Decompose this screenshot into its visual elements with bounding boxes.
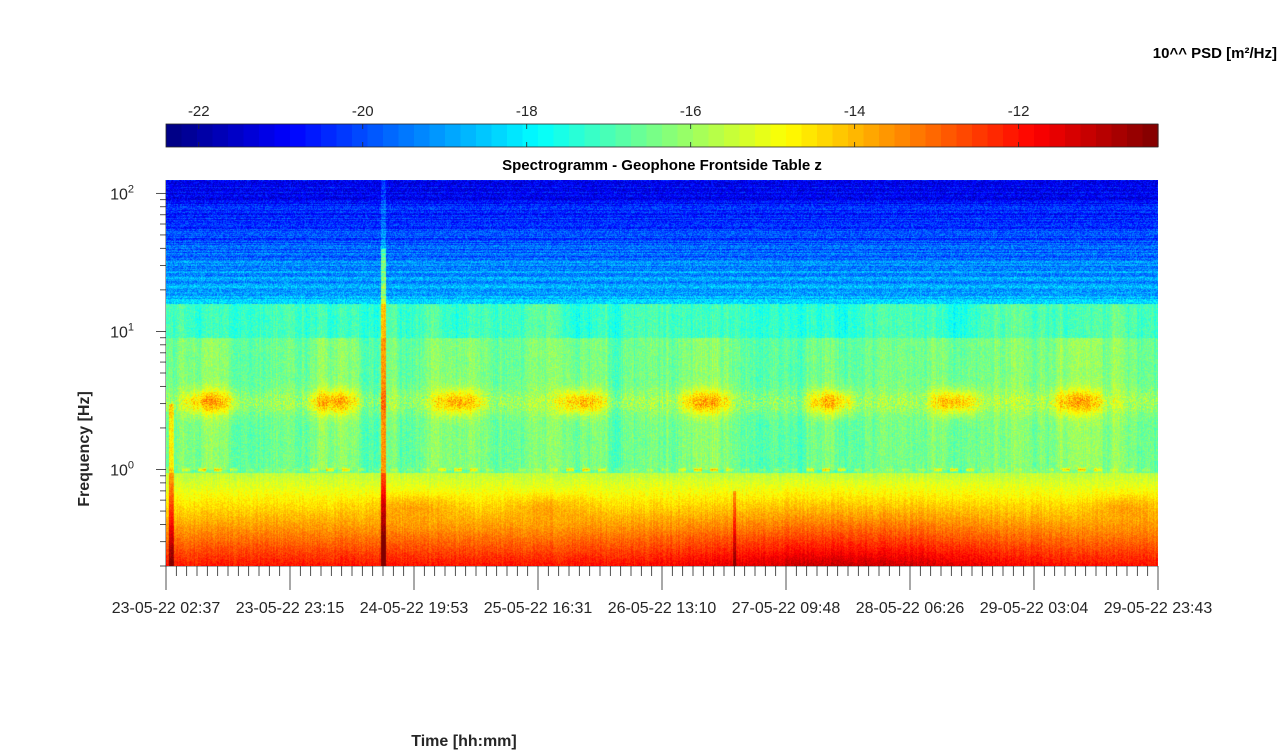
colorbar-tick-label: -16 — [680, 103, 702, 120]
x-tick-label: 23-05-22 23:15 — [236, 600, 345, 617]
colorbar-swatch — [739, 124, 756, 147]
colorbar-swatch — [770, 124, 787, 147]
colorbar-swatch — [1080, 124, 1097, 147]
colorbar-swatch — [615, 124, 632, 147]
colorbar-swatch — [507, 124, 524, 147]
colorbar-swatch — [290, 124, 307, 147]
colorbar — [165, 123, 1159, 148]
colorbar-swatch — [1049, 124, 1066, 147]
colorbar-swatch — [274, 124, 291, 147]
colorbar-swatch — [817, 124, 834, 147]
y-axis: 100 101 102 — [110, 180, 167, 567]
colorbar-swatch — [956, 124, 973, 147]
colorbar-swatch — [1111, 124, 1128, 147]
colorbar-swatch — [166, 124, 183, 147]
colorbar-ticks: -22 -20 -18 -16 -14 -12 — [188, 103, 1030, 147]
colorbar-swatch — [522, 124, 539, 147]
colorbar-swatch — [383, 124, 400, 147]
colorbar-swatch — [801, 124, 818, 147]
colorbar-swatch — [894, 124, 911, 147]
colorbar-swatch — [228, 124, 245, 147]
colorbar-swatch — [212, 124, 229, 147]
colorbar-tick-label: -22 — [188, 103, 210, 120]
colorbar-swatch — [662, 124, 679, 147]
colorbar-swatch — [1142, 124, 1159, 147]
colorbar-tick-label: -14 — [844, 103, 866, 120]
colorbar-swatch — [693, 124, 710, 147]
colorbar-swatch — [1034, 124, 1051, 147]
colorbar-swatch — [569, 124, 586, 147]
colorbar-swatch — [352, 124, 369, 147]
colorbar-frame — [165, 123, 1159, 148]
colorbar-swatch — [538, 124, 555, 147]
colorbar-swatch — [848, 124, 865, 147]
colorbar-swatch — [832, 124, 849, 147]
colorbar-swatch — [910, 124, 927, 147]
x-tick-label: 25-05-22 16:31 — [484, 600, 593, 617]
y-tick-label: 101 — [110, 321, 134, 341]
colorbar-swatch — [677, 124, 694, 147]
x-axis: 23-05-22 02:37 23-05-22 23:15 24-05-22 19:… — [112, 565, 1213, 617]
colorbar-swatch — [197, 124, 214, 147]
spectrogram-plot-area — [166, 180, 1158, 566]
colorbar-swatch — [1018, 124, 1035, 147]
x-axis-label: Time [hh:mm] — [411, 733, 516, 750]
colorbar-swatch — [259, 124, 276, 147]
y-tick-label: 100 — [110, 460, 134, 480]
colorbar-swatch — [321, 124, 338, 147]
colorbar-swatch — [584, 124, 601, 147]
colorbar-swatch — [181, 124, 198, 147]
x-tick-label: 29-05-22 23:43 — [1104, 600, 1213, 617]
spectrogram-heatmap — [166, 180, 1158, 566]
colorbar-swatch — [987, 124, 1004, 147]
x-tick-label: 23-05-22 02:37 — [112, 600, 221, 617]
colorbar-swatch — [863, 124, 880, 147]
colorbar-swatch — [646, 124, 663, 147]
colorbar-swatch — [631, 124, 648, 147]
colorbar-swatch — [445, 124, 462, 147]
x-tick-label: 24-05-22 19:53 — [360, 600, 469, 617]
colorbar-label: 10^^ PSD [m²/Hz] — [1153, 45, 1277, 62]
colorbar-swatch — [243, 124, 260, 147]
colorbar-tick-label: -12 — [1008, 103, 1030, 120]
colorbar-swatch — [460, 124, 477, 147]
colorbar-swatch — [398, 124, 415, 147]
colorbar-swatch — [879, 124, 896, 147]
colorbar-swatch — [925, 124, 942, 147]
x-tick-label: 26-05-22 13:10 — [608, 600, 717, 617]
chart-title: Spectrogramm - Geophone Frontside Table … — [502, 157, 822, 174]
colorbar-swatch — [600, 124, 617, 147]
colorbar-swatch — [786, 124, 803, 147]
colorbar-swatch — [491, 124, 508, 147]
colorbar-swatch — [1127, 124, 1144, 147]
colorbar-tick-label: -20 — [352, 103, 374, 120]
colorbar-swatch — [336, 124, 353, 147]
y-axis-label: Frequency [Hz] — [76, 391, 93, 507]
x-tick-label: 27-05-22 09:48 — [732, 600, 841, 617]
colorbar-swatch — [1003, 124, 1020, 147]
colorbar-swatch — [708, 124, 725, 147]
colorbar-swatch — [1065, 124, 1082, 147]
colorbar-swatch — [553, 124, 570, 147]
colorbar-swatch — [724, 124, 741, 147]
colorbar-swatch — [941, 124, 958, 147]
y-tick-label: 102 — [110, 183, 134, 203]
colorbar-swatch — [414, 124, 431, 147]
colorbar-swatch — [1096, 124, 1113, 147]
colorbar-swatch — [972, 124, 989, 147]
colorbar-swatch — [305, 124, 322, 147]
colorbar-swatch — [755, 124, 772, 147]
colorbar-swatch — [476, 124, 493, 147]
x-tick-label: 28-05-22 06:26 — [856, 600, 965, 617]
colorbar-swatch — [367, 124, 384, 147]
colorbar-tick-label: -18 — [516, 103, 538, 120]
colorbar-swatch — [429, 124, 446, 147]
x-tick-label: 29-05-22 03:04 — [980, 600, 1089, 617]
